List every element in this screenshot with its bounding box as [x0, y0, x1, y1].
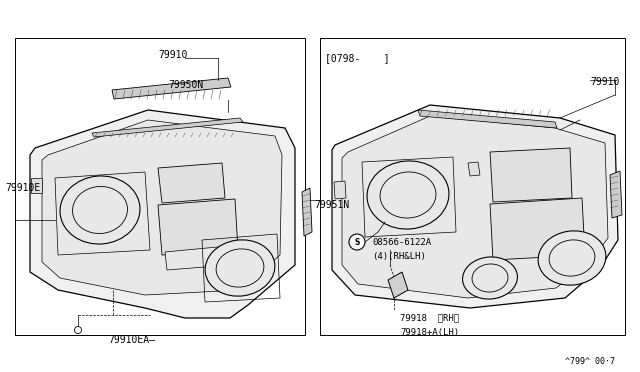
- Ellipse shape: [74, 327, 81, 334]
- Polygon shape: [158, 163, 225, 203]
- Text: 79910: 79910: [158, 50, 188, 60]
- Polygon shape: [332, 105, 618, 308]
- Ellipse shape: [463, 257, 518, 299]
- Polygon shape: [490, 198, 585, 260]
- Text: 79910E: 79910E: [5, 183, 40, 193]
- Polygon shape: [418, 110, 557, 128]
- Text: 79910EA—: 79910EA—: [108, 335, 155, 345]
- Text: [0798-    ]: [0798- ]: [325, 53, 390, 63]
- Polygon shape: [158, 199, 238, 255]
- Text: S: S: [355, 237, 360, 247]
- Bar: [320, 38, 625, 335]
- Text: ^799^ 00·7: ^799^ 00·7: [565, 357, 615, 366]
- Ellipse shape: [205, 240, 275, 296]
- Polygon shape: [112, 78, 231, 99]
- Ellipse shape: [367, 161, 449, 229]
- Text: 79918+A(LH): 79918+A(LH): [400, 327, 459, 337]
- Text: 79910: 79910: [590, 77, 620, 87]
- Text: (4)(RH&LH): (4)(RH&LH): [372, 251, 426, 260]
- Polygon shape: [610, 171, 622, 218]
- Polygon shape: [468, 162, 480, 176]
- Text: 79918  〈RH〉: 79918 〈RH〉: [400, 314, 459, 323]
- Text: 79950N: 79950N: [168, 80, 204, 90]
- Polygon shape: [342, 116, 608, 298]
- Polygon shape: [30, 110, 295, 318]
- Polygon shape: [334, 181, 346, 199]
- Text: 08566-6122A: 08566-6122A: [372, 237, 431, 247]
- Ellipse shape: [349, 234, 365, 250]
- Ellipse shape: [538, 231, 606, 285]
- Polygon shape: [42, 120, 282, 295]
- Polygon shape: [165, 246, 230, 270]
- Polygon shape: [31, 178, 42, 193]
- Text: 79951N: 79951N: [314, 200, 349, 210]
- Bar: [15, 38, 305, 335]
- Polygon shape: [490, 148, 572, 202]
- Polygon shape: [302, 188, 312, 236]
- Polygon shape: [388, 272, 408, 298]
- Polygon shape: [92, 118, 243, 137]
- Ellipse shape: [60, 176, 140, 244]
